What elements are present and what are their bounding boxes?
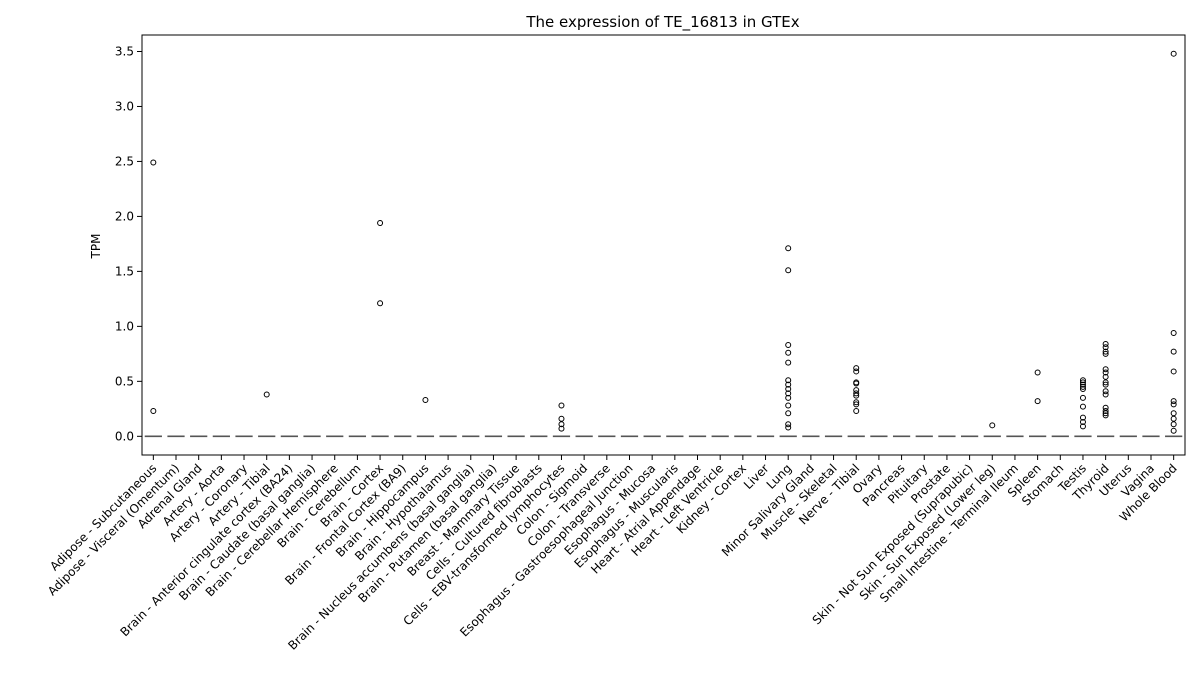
outlier-point	[1079, 403, 1086, 410]
outlier-point	[1102, 348, 1109, 355]
plot-frame	[141, 34, 1186, 456]
y-tick-label: 3.0	[115, 99, 134, 113]
outlier-point	[853, 399, 860, 406]
y-tick-label: 0.0	[115, 429, 134, 443]
outlier-point	[558, 415, 565, 422]
outlier-point	[1170, 421, 1177, 428]
outlier-point	[1102, 369, 1109, 376]
outlier-point	[1079, 381, 1086, 388]
outlier-point	[785, 386, 792, 393]
outlier-point	[785, 421, 792, 428]
outlier-point	[1102, 366, 1109, 373]
outlier-point	[1102, 379, 1109, 386]
outlier-point	[1170, 415, 1177, 422]
outlier-point	[853, 365, 860, 372]
outlier-point	[558, 421, 565, 428]
outlier-point	[1034, 398, 1041, 405]
outlier-point	[1079, 423, 1086, 430]
y-tick-label: 0.5	[115, 374, 134, 388]
outlier-point	[785, 410, 792, 417]
y-tick-label: 3.5	[115, 44, 134, 58]
outlier-point	[785, 342, 792, 349]
outlier-point	[1079, 379, 1086, 386]
outlier-point	[1170, 410, 1177, 417]
outlier-point	[1170, 427, 1177, 434]
outlier-point	[853, 390, 860, 397]
outlier-point	[785, 381, 792, 388]
outlier-point	[785, 424, 792, 431]
outlier-point	[853, 380, 860, 387]
outlier-point	[1102, 388, 1109, 395]
outlier-point	[1079, 377, 1086, 384]
outlier-point	[785, 377, 792, 384]
x-tick-label: Liver	[741, 461, 772, 492]
y-axis-label: TPM	[89, 234, 103, 260]
outlier-point	[1170, 348, 1177, 355]
outlier-point	[1170, 368, 1177, 375]
outlier-point	[558, 425, 565, 432]
outlier-point	[1102, 410, 1109, 417]
outlier-point	[1170, 50, 1177, 57]
y-tick-label: 1.0	[115, 319, 134, 333]
outlier-point	[1079, 394, 1086, 401]
outlier-point	[785, 359, 792, 366]
outlier-point	[558, 402, 565, 409]
y-tick-label: 1.5	[115, 264, 134, 278]
outlier-point	[1079, 383, 1086, 390]
outlier-point	[785, 402, 792, 409]
outlier-point	[853, 368, 860, 375]
outlier-point	[1079, 386, 1086, 393]
outlier-point	[1102, 344, 1109, 351]
outlier-point	[422, 397, 429, 404]
outlier-point	[785, 390, 792, 397]
outlier-point	[785, 267, 792, 274]
outlier-point	[1102, 408, 1109, 415]
outlier-point	[853, 392, 860, 399]
x-tick-label: Adipose - Visceral (Omentum)	[45, 461, 182, 598]
outlier-point	[150, 408, 157, 415]
chart-title: The expression of TE_16813 in GTEx	[525, 13, 799, 32]
outlier-point	[989, 422, 996, 429]
outlier-point	[377, 300, 384, 307]
outlier-point	[1170, 401, 1177, 408]
outlier-point	[377, 220, 384, 227]
outlier-point	[1102, 391, 1109, 398]
outlier-point	[1034, 369, 1041, 376]
outlier-point	[150, 159, 157, 166]
outlier-point	[1102, 340, 1109, 347]
outlier-point	[785, 245, 792, 252]
outlier-point	[853, 401, 860, 408]
outlier-point	[853, 408, 860, 415]
outlier-point	[1102, 381, 1109, 388]
outlier-point	[785, 349, 792, 356]
outlier-point	[785, 394, 792, 401]
outlier-point	[1079, 419, 1086, 426]
y-tick-label: 2.5	[115, 154, 134, 168]
outlier-point	[1170, 329, 1177, 336]
y-tick-label: 2.0	[115, 209, 134, 223]
outlier-point	[1102, 350, 1109, 357]
outlier-point	[263, 391, 270, 398]
outlier-point	[1102, 412, 1109, 419]
outlier-point	[1170, 398, 1177, 405]
outlier-point	[1079, 414, 1086, 421]
